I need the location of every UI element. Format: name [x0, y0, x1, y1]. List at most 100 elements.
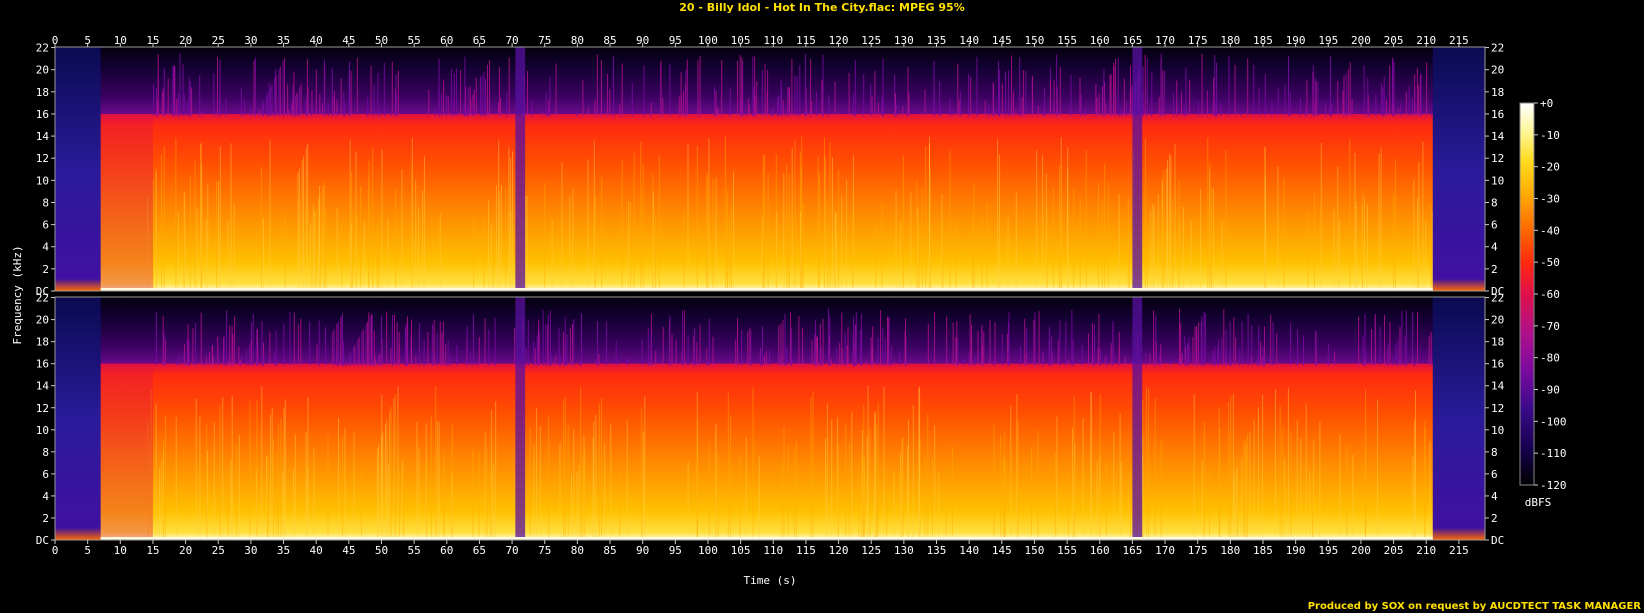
energy-streak — [1212, 188, 1214, 291]
transient-streak — [1033, 319, 1035, 366]
energy-streak — [484, 432, 486, 540]
transient-streak — [1214, 346, 1216, 366]
transient-streak — [229, 325, 231, 366]
energy-streak — [819, 173, 820, 291]
transient-streak — [865, 359, 867, 366]
transient-streak — [1179, 308, 1180, 366]
transient-streak — [615, 341, 617, 366]
transient-streak — [549, 76, 551, 117]
transient-streak — [1123, 78, 1125, 117]
transient-streak — [1104, 81, 1106, 117]
energy-streak — [147, 422, 149, 540]
transient-streak — [469, 86, 471, 117]
x-tick-label-top: 80 — [571, 34, 584, 47]
energy-streak — [1113, 432, 1115, 540]
energy-streak — [883, 386, 885, 540]
transient-streak — [1200, 321, 1202, 366]
transient-streak — [748, 104, 750, 117]
transient-streak — [870, 337, 872, 366]
transient-streak — [1131, 85, 1133, 117]
energy-streak — [1099, 456, 1101, 540]
energy-streak — [1004, 458, 1006, 540]
energy-streak — [1162, 181, 1163, 291]
transient-streak — [300, 84, 302, 117]
transient-streak — [683, 310, 685, 366]
transient-streak — [187, 324, 189, 366]
transient-streak — [998, 69, 1000, 117]
energy-streak — [1166, 168, 1168, 291]
transient-streak — [1197, 102, 1199, 117]
transient-streak — [655, 350, 657, 366]
x-tick-label-bottom: 10 — [114, 544, 127, 557]
transient-streak — [1216, 62, 1218, 117]
energy-streak — [835, 213, 836, 291]
transient-streak — [327, 103, 329, 117]
x-tick-label-bottom: 185 — [1253, 544, 1273, 557]
dip-region — [1132, 297, 1143, 540]
energy-streak — [812, 391, 814, 540]
transient-streak — [217, 336, 219, 366]
transient-streak — [829, 316, 831, 366]
transient-streak — [752, 56, 754, 117]
energy-streak — [529, 427, 531, 540]
energy-streak — [1364, 448, 1366, 540]
energy-streak — [1237, 459, 1239, 540]
transient-streak — [1007, 322, 1009, 366]
transient-streak — [761, 69, 763, 117]
transient-streak — [609, 89, 611, 117]
transient-streak — [872, 326, 874, 366]
y-tick-label-left: 6 — [42, 468, 49, 481]
transient-streak — [1380, 82, 1382, 117]
transient-streak — [1327, 343, 1329, 366]
x-tick-label-top: 60 — [440, 34, 453, 47]
transient-streak — [369, 316, 371, 366]
energy-streak — [297, 172, 299, 291]
energy-streak — [500, 184, 502, 291]
transient-streak — [896, 104, 898, 117]
transient-streak — [350, 352, 352, 366]
transient-streak — [1412, 358, 1413, 366]
transient-streak — [290, 104, 292, 117]
energy-streak — [841, 194, 843, 291]
energy-streak — [1085, 150, 1087, 291]
transient-streak — [1262, 347, 1264, 366]
x-tick-label-bottom: 95 — [669, 544, 682, 557]
transient-streak — [332, 95, 334, 117]
y-tick-label-right: 6 — [1491, 219, 1498, 232]
y-tick-label-right: 16 — [1491, 358, 1504, 371]
panel-frame — [54, 296, 1486, 541]
transient-streak — [1170, 360, 1172, 366]
energy-streak — [1007, 217, 1009, 291]
transient-streak — [297, 324, 299, 366]
energy-streak — [418, 207, 419, 291]
energy-streak — [902, 436, 904, 540]
transient-streak — [958, 99, 960, 117]
transient-streak — [745, 104, 747, 117]
energy-streak — [810, 398, 812, 540]
y-tick-label-right: 8 — [1491, 196, 1498, 209]
energy-streak — [619, 471, 621, 540]
transient-streak — [1019, 57, 1021, 117]
transient-streak — [550, 355, 552, 366]
y-tick-label-right: 18 — [1491, 86, 1504, 99]
energy-streak — [726, 190, 728, 291]
y-tick-label-left: 18 — [36, 86, 49, 99]
transient-streak — [473, 314, 474, 366]
energy-streak — [1241, 457, 1243, 540]
energy-streak — [368, 178, 370, 291]
transient-streak — [1144, 55, 1146, 117]
colorbar: +0 -10 -20 -30 -40 -50 -60 -70 -80 -90 -100 -110 -12… — [1519, 97, 1567, 492]
y-tick-label-right: 2 — [1491, 512, 1498, 525]
transient-streak — [211, 346, 213, 366]
transient-streak — [631, 82, 633, 117]
energy-streak — [498, 140, 500, 291]
x-tick-label-top: 140 — [959, 34, 979, 47]
x-tick-label-top: 125 — [861, 34, 881, 47]
transient-streak — [336, 99, 338, 117]
x-tick-label-bottom: 160 — [1090, 544, 1110, 557]
energy-streak — [708, 441, 710, 540]
energy-streak — [851, 411, 853, 540]
energy-streak — [917, 207, 919, 291]
transient-streak — [802, 327, 804, 366]
